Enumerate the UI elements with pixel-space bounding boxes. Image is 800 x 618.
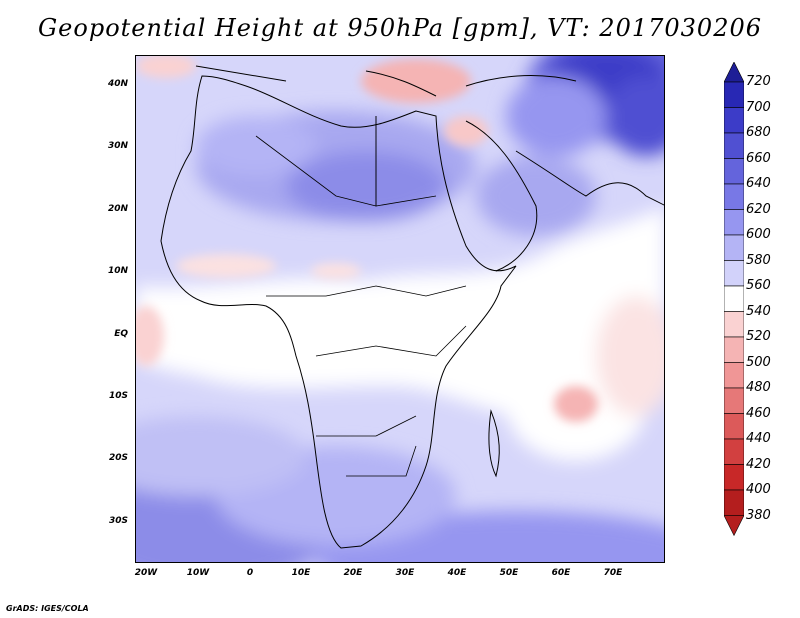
colorbar-tick-label: 680 — [746, 125, 771, 140]
lon-label-20e: 20E — [343, 568, 363, 578]
colorbar-cell — [724, 336, 744, 363]
colorbar-cell — [724, 413, 744, 440]
low-height-patches — [136, 56, 598, 422]
colorbar-tick-label: 380 — [746, 507, 771, 523]
colorbar-tick-label: 460 — [746, 405, 771, 421]
colorbar-tick-label: 720 — [746, 74, 771, 89]
colorbar-cell — [724, 260, 744, 287]
colorbar-cell — [724, 107, 744, 134]
colorbar-cell — [724, 183, 744, 210]
colorbar-cell — [724, 209, 744, 236]
lon-label-70e: 70E — [603, 568, 623, 578]
colorbar-tick-label: 620 — [746, 201, 771, 217]
border-central — [315, 325, 467, 357]
red-sea-coast — [465, 120, 538, 272]
lon-label-10e: 10E — [291, 568, 311, 578]
border-south-africa — [346, 445, 417, 477]
colorbar-cell — [724, 387, 744, 414]
colorbar-cell — [724, 234, 744, 261]
colorbar-cell — [724, 132, 744, 159]
country-borders — [255, 116, 467, 477]
colorbar-cell — [724, 362, 744, 389]
colorbar-tick-label: 540 — [746, 303, 771, 319]
border-sahel — [266, 285, 467, 297]
madagascar — [488, 409, 500, 478]
colorbar-cell — [724, 311, 744, 338]
geopotential-field — [136, 56, 664, 562]
lat-label-20n: 20N — [107, 204, 128, 214]
lon-label-50e: 50E — [499, 568, 519, 578]
colorbar-tick-label: 440 — [746, 431, 771, 446]
lat-label-20s: 20S — [108, 453, 128, 463]
colorbar-cell — [724, 489, 744, 516]
lat-label-40n: 40N — [107, 79, 128, 89]
colorbar-tick-label: 560 — [746, 278, 771, 293]
lon-label-20w: 20W — [134, 568, 158, 578]
colorbar-tick-label: 640 — [746, 176, 771, 191]
colorbar-cell — [724, 285, 744, 312]
border-libya — [375, 116, 437, 207]
lon-label-30e: 30E — [395, 568, 415, 578]
colorbar-tick-label: 520 — [746, 329, 771, 344]
colorbar — [724, 62, 744, 537]
colorbar-cells — [724, 62, 744, 537]
colorbar-tick-label: 700 — [746, 99, 771, 115]
colorbar-tick-label: 480 — [746, 380, 771, 395]
colorbar-tick-label: 420 — [746, 456, 771, 472]
colorbar-tick-label: 580 — [746, 252, 771, 268]
colorbar-tick-label: 500 — [746, 354, 771, 370]
lon-label-10w: 10W — [186, 568, 210, 578]
grads-credit: GrADS: IGES/COLA — [6, 604, 89, 613]
colorbar-tick-label: 660 — [746, 150, 771, 166]
coastlines — [160, 65, 664, 549]
colorbar-bottom-arrow — [724, 515, 744, 537]
lat-label-eq: EQ — [114, 329, 128, 339]
colorbar-cell — [724, 464, 744, 491]
africa-coastline — [160, 75, 517, 549]
lon-label-0: 0 — [246, 568, 254, 578]
lon-label-60e: 60E — [551, 568, 571, 578]
lat-label-10s: 10S — [108, 391, 128, 401]
lat-label-10n: 10N — [107, 266, 128, 276]
colorbar-tick-label: 400 — [746, 482, 771, 497]
mediterranean-coast — [195, 65, 577, 97]
colorbar-cell — [724, 438, 744, 465]
lat-label-30n: 30N — [107, 141, 128, 151]
colorbar-cell — [724, 158, 744, 185]
map-panel — [135, 55, 665, 563]
colorbar-cell — [724, 81, 744, 108]
map-title: Geopotential Height at 950hPa [gpm], VT:… — [38, 14, 762, 42]
colorbar-top-arrow — [724, 62, 744, 83]
lon-label-40e: 40E — [447, 568, 467, 578]
lat-label-30s: 30S — [108, 516, 128, 526]
arabia-coast — [515, 150, 664, 206]
border-southern — [316, 415, 417, 437]
colorbar-tick-label: 600 — [746, 227, 771, 242]
